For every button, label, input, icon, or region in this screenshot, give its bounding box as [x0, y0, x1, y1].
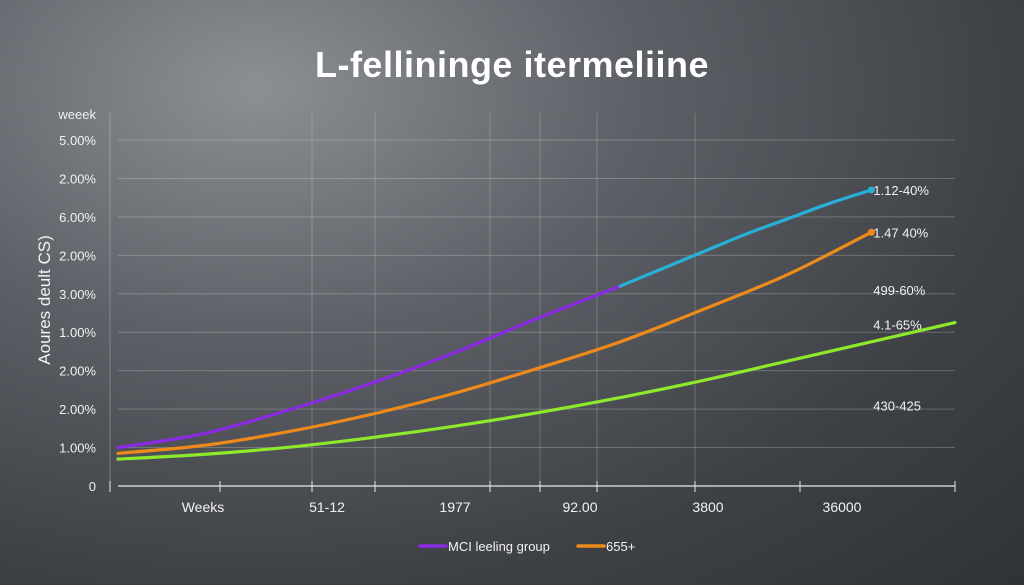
series-line-3 — [116, 230, 873, 455]
series-end-marker — [867, 186, 875, 194]
y-tick-label: 6.00% — [59, 210, 96, 225]
legend-label: MCI leeling group — [448, 539, 550, 554]
data-annotation: 430-425 — [873, 398, 921, 413]
y-tick-label: 1.00% — [59, 441, 96, 456]
data-annotation: 499-60% — [873, 283, 925, 298]
x-tick-label: Weeks — [182, 499, 225, 515]
y-tick-label: 2.00% — [59, 364, 96, 379]
y-tick-label: 0 — [89, 479, 96, 494]
x-tick-label: 3800 — [692, 499, 723, 515]
y-tick-label: 3.00% — [59, 287, 96, 302]
legend-label: 655+ — [606, 539, 635, 554]
chart-title: L-fellininge itermeliine — [314, 44, 710, 85]
y-tick-label: 2.00% — [59, 402, 96, 417]
x-tick-label: 36000 — [823, 499, 862, 515]
y-tick-label: 1.00% — [59, 325, 96, 340]
y-tick-label: 2.00% — [59, 171, 96, 186]
x-tick-label: 51-12 — [309, 499, 345, 515]
y-tick-label: 5.00% — [59, 133, 96, 148]
series-end-marker — [867, 228, 875, 236]
series-line-2 — [618, 188, 873, 288]
data-annotation: 1.12-40% — [873, 183, 929, 198]
data-annotation: 1.47 40% — [873, 225, 928, 240]
y-axis-header: weeek — [57, 107, 96, 122]
y-axis-title: Aoures deult CS) — [35, 235, 54, 364]
x-tick-label: 92.00 — [562, 499, 597, 515]
y-tick-label: 2.00% — [59, 248, 96, 263]
x-tick-label: 1977 — [439, 499, 470, 515]
data-annotation: 4.1-65% — [873, 318, 922, 333]
